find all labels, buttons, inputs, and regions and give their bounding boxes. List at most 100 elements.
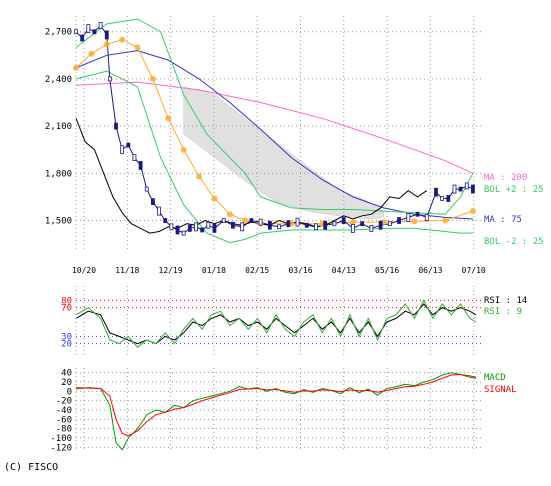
parabolic-dot	[242, 217, 249, 224]
candle	[200, 227, 205, 233]
series-line	[75, 70, 473, 244]
candle	[387, 221, 392, 227]
parabolic-dot	[196, 173, 203, 180]
candle	[249, 218, 254, 223]
candle	[452, 184, 457, 194]
candle	[86, 24, 91, 33]
y-tick-label: 20	[61, 340, 72, 350]
candle	[144, 186, 149, 192]
series-line	[75, 303, 477, 345]
parabolic-dot	[442, 217, 449, 224]
parabolic-dot	[73, 64, 79, 71]
x-tick-label: 03/16	[288, 266, 312, 275]
y-tick-label: 2,100	[45, 122, 72, 132]
legend-entry: MA : 200	[484, 173, 527, 183]
parabolic-dot	[103, 41, 110, 48]
x-tick-label: 06/13	[418, 266, 442, 275]
candle	[378, 220, 383, 230]
y-tick-label: -120	[50, 443, 72, 453]
candle	[341, 217, 346, 224]
y-tick-label: 1,500	[45, 217, 72, 227]
candle	[181, 230, 186, 236]
y-tick-label: 0	[67, 387, 72, 397]
candle	[415, 211, 420, 217]
y-tick-label: -100	[50, 434, 72, 444]
candle	[163, 218, 168, 223]
y-tick-label: 2,400	[45, 75, 72, 85]
parabolic-dot	[226, 211, 233, 218]
candle	[464, 182, 469, 190]
price-panel: 1,500 1,800 2,100 2,400 2,700 MA : 200 BOL +2 …	[45, 16, 544, 275]
candle	[258, 218, 263, 226]
candle	[360, 221, 365, 227]
candle	[231, 221, 235, 229]
candle	[187, 224, 192, 232]
candle	[175, 225, 180, 235]
legend-entry: MA : 75	[484, 215, 522, 225]
y-tick-label: -60	[56, 415, 72, 425]
candle	[80, 34, 85, 42]
candle	[151, 198, 155, 206]
candle	[424, 213, 429, 221]
candle	[212, 223, 217, 233]
y-tick-label: 40	[61, 369, 72, 379]
series-line	[75, 299, 477, 348]
y-tick-label: 80	[61, 296, 72, 306]
y-tick-label: 70	[61, 304, 72, 314]
candle	[120, 145, 125, 155]
candle	[471, 184, 475, 194]
parabolic-dot	[180, 146, 187, 153]
x-tick-label: 12/19	[159, 266, 183, 275]
candle	[286, 220, 291, 228]
parabolic-dot	[119, 36, 126, 43]
x-tick-label: 04/13	[332, 266, 356, 275]
parabolic-dot	[211, 195, 218, 202]
candle	[458, 186, 463, 192]
candle	[434, 187, 438, 197]
candle	[440, 196, 445, 201]
candle	[240, 222, 245, 232]
series-line	[75, 81, 474, 174]
candle	[314, 223, 318, 231]
candle	[107, 76, 112, 82]
candle	[92, 29, 97, 35]
x-tick-label: 11/18	[115, 266, 139, 275]
candle	[138, 161, 143, 170]
legend-entry: SIGNAL	[484, 385, 517, 395]
parabolic-dot	[165, 115, 172, 122]
parabolic-dot	[411, 218, 418, 225]
parabolic-dot	[469, 208, 476, 215]
y-tick-label: 1,800	[45, 169, 72, 179]
candle	[126, 142, 131, 148]
parabolic-dot	[349, 219, 356, 226]
candle	[323, 220, 328, 230]
y-tick-label: -20	[56, 397, 72, 407]
legend-entry: RSI : 9	[484, 307, 522, 317]
candle	[369, 224, 374, 232]
candle	[295, 217, 300, 227]
series-line	[75, 372, 477, 451]
candle	[206, 221, 211, 229]
candle	[267, 220, 272, 230]
parabolic-dot	[149, 75, 156, 82]
x-tick-label: 05/16	[375, 266, 399, 275]
y-tick-label: 30	[61, 332, 72, 342]
series-line	[75, 373, 477, 437]
candle	[104, 30, 109, 40]
candle	[132, 154, 137, 162]
parabolic-dot	[134, 44, 141, 51]
candle	[157, 206, 161, 216]
parabolic-dot	[88, 50, 95, 57]
y-tick-label: 20	[61, 378, 72, 388]
candle	[304, 222, 309, 228]
x-tick-label: 01/18	[202, 266, 226, 275]
x-tick-label: 02/15	[245, 266, 269, 275]
candle	[397, 217, 401, 224]
candle	[98, 22, 103, 29]
candle	[406, 212, 411, 222]
series-line	[75, 18, 474, 215]
candle	[169, 223, 174, 231]
legend-entry: RSI : 14	[484, 296, 527, 306]
